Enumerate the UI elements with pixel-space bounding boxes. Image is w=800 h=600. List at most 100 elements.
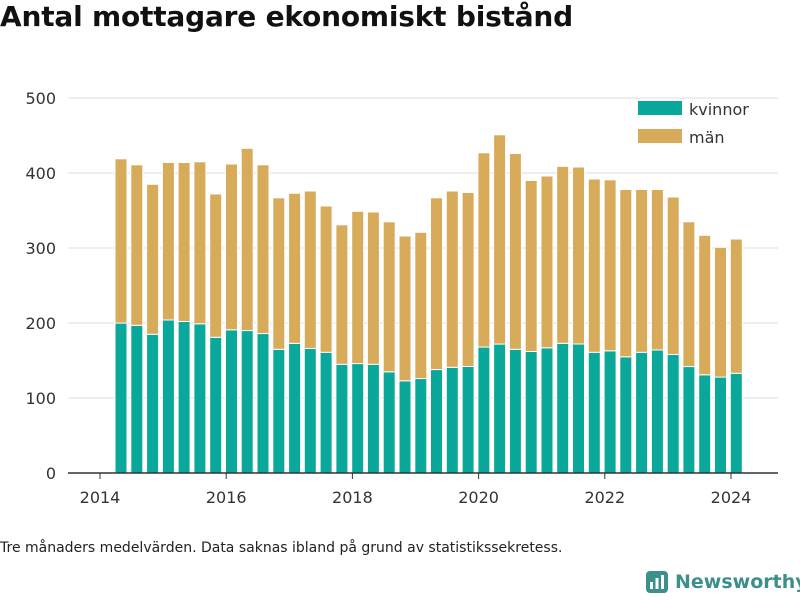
y-tick-label: 200 [25,314,56,333]
bar-man [698,234,712,376]
bar-kvinnor [114,322,128,474]
bar-man [366,211,380,365]
bar-kvinnor [493,343,507,474]
bar-kvinnor [146,333,160,474]
x-tick-label: 2016 [206,488,247,507]
bar-kvinnor [540,347,554,474]
bar-kvinnor [714,376,727,474]
bar-kvinnor [603,350,617,474]
bar-kvinnor [524,351,538,474]
bar-kvinnor [319,351,333,474]
bar-kvinnor [335,363,349,474]
bar-kvinnor [209,336,223,474]
bar-man [177,162,191,322]
bar-man [319,205,333,353]
bar-kvinnor [272,348,286,474]
bar-man [587,178,601,353]
bar-man [130,164,144,326]
legend-swatch-man [638,129,682,143]
bar-kvinnor [477,346,491,474]
bar-man [193,161,207,325]
legend: kvinnor män [638,100,749,147]
bar-man [477,152,491,348]
bar-man [146,183,160,335]
x-tick-label: 2014 [80,488,121,507]
bar-man [714,246,727,378]
brand-name: Newsworthy [675,571,800,593]
bar-kvinnor [666,354,680,474]
bar-man [572,166,585,345]
bar-man [682,221,696,368]
x-tick-label: 2022 [584,488,625,507]
bar-man [114,158,128,324]
bar-kvinnor [445,366,459,474]
bar-man [540,175,554,349]
bar-kvinnor [587,351,601,474]
bar-man [461,192,475,367]
bar-kvinnor [430,369,443,474]
bar-chart-icon [646,571,668,593]
bar-kvinnor [635,351,649,474]
bar-kvinnor [572,343,585,474]
bar-kvinnor [698,374,712,474]
x-tick-label: 2018 [332,488,373,507]
bar-kvinnor [161,319,175,474]
y-tick-label: 400 [25,164,56,183]
bar-man [240,147,254,332]
y-tick-label: 500 [25,89,56,108]
bar-man [508,153,522,350]
bar-man [225,163,238,331]
footnote: Tre månaders medelvärden. Data saknas ib… [0,540,563,556]
y-axis-ticks: 0 100 200 300 400 500 [25,89,56,483]
bar-kvinnor [240,330,254,474]
stacked-bar-chart: 0 100 200 300 400 500 2014 2016 2018 2020 2022 202… [25,89,778,507]
bar-kvinnor [461,366,475,474]
bars [114,134,743,474]
page-title: Antal mottagare ekonomiskt bistånd [0,0,574,33]
bar-man [382,221,396,373]
x-tick-label: 2024 [711,488,752,507]
bar-man [493,134,507,345]
bar-kvinnor [256,333,270,474]
bar-man [729,238,743,374]
bar-kvinnor [619,356,633,474]
bar-man [445,190,459,368]
bar-kvinnor [556,342,570,474]
bar-man [619,189,633,358]
bar-kvinnor [366,363,380,474]
bar-man [335,224,349,365]
bar-man [414,231,428,380]
bar-kvinnor [508,348,522,474]
legend-label-kvinnor: kvinnor [689,100,749,119]
bar-kvinnor [303,348,317,474]
bar-man [650,189,664,351]
y-tick-label: 100 [25,389,56,408]
bar-man [398,235,412,382]
bar-man [303,190,317,349]
bar-man [209,193,223,338]
y-tick-label: 300 [25,239,56,258]
bar-man [288,192,302,344]
bar-man [272,197,286,350]
bar-kvinnor [650,349,664,474]
brand-logo: Newsworthy [645,570,800,594]
legend-swatch-kvinnor [638,101,682,115]
bar-kvinnor [193,323,207,474]
bar-man [161,162,175,321]
bar-kvinnor [729,372,743,474]
bar-kvinnor [351,363,365,474]
bar-kvinnor [130,324,144,474]
bar-man [430,197,443,371]
bar-kvinnor [414,378,428,474]
bar-man [524,180,538,352]
bar-man [603,179,617,352]
x-tick-label: 2020 [458,488,499,507]
y-tick-label: 0 [46,464,56,483]
legend-label-man: män [689,128,725,147]
bar-kvinnor [225,329,238,474]
bar-man [556,165,570,344]
bar-man [666,196,680,355]
bar-kvinnor [177,321,191,474]
bar-man [351,210,365,365]
bar-kvinnor [682,366,696,474]
